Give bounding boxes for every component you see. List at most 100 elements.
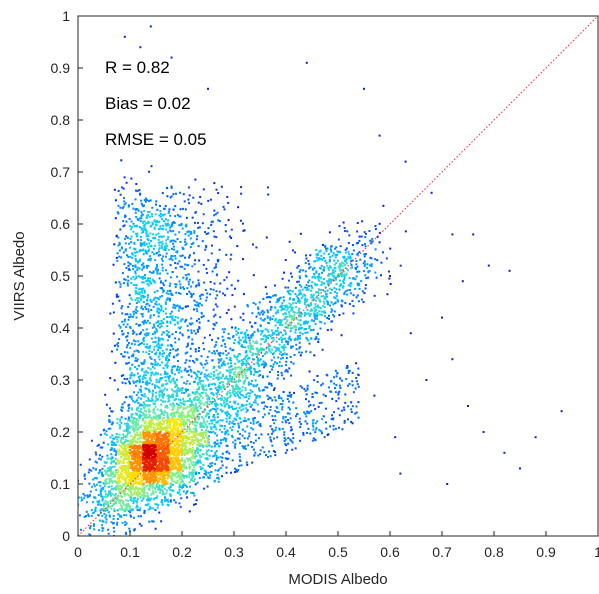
data-point bbox=[208, 410, 211, 413]
data-point bbox=[309, 254, 312, 257]
data-point bbox=[181, 227, 184, 230]
data-point bbox=[214, 213, 217, 216]
data-point bbox=[178, 476, 181, 479]
data-point bbox=[208, 375, 211, 378]
data-point bbox=[154, 417, 157, 420]
data-point bbox=[150, 399, 153, 402]
data-point bbox=[304, 328, 307, 331]
data-point bbox=[229, 426, 232, 429]
data-point bbox=[257, 410, 260, 413]
data-point bbox=[231, 459, 234, 462]
data-point bbox=[214, 400, 217, 403]
data-point bbox=[299, 232, 302, 235]
data-point bbox=[189, 414, 192, 417]
data-point bbox=[344, 290, 347, 293]
data-point bbox=[267, 330, 270, 333]
data-point bbox=[159, 373, 162, 376]
data-point bbox=[133, 251, 136, 254]
data-point bbox=[358, 270, 361, 273]
data-point bbox=[201, 379, 204, 382]
data-point bbox=[93, 477, 96, 480]
data-point bbox=[104, 470, 107, 473]
data-point bbox=[286, 305, 289, 308]
data-point bbox=[236, 410, 239, 413]
data-point bbox=[130, 228, 133, 231]
data-point bbox=[144, 200, 147, 203]
data-point bbox=[137, 340, 140, 343]
data-point bbox=[130, 499, 133, 502]
data-point bbox=[299, 439, 302, 442]
data-point bbox=[119, 420, 122, 423]
data-point bbox=[95, 453, 98, 456]
data-point bbox=[306, 384, 309, 387]
data-point bbox=[269, 318, 272, 321]
data-point bbox=[194, 427, 197, 430]
data-point bbox=[306, 286, 309, 289]
data-point bbox=[190, 231, 193, 234]
data-point bbox=[163, 493, 166, 496]
data-point bbox=[132, 268, 135, 271]
data-point bbox=[166, 297, 169, 300]
data-point bbox=[141, 312, 144, 315]
data-point bbox=[154, 223, 157, 226]
data-point bbox=[197, 409, 200, 412]
data-point bbox=[192, 428, 195, 431]
data-point bbox=[281, 277, 284, 280]
data-point bbox=[258, 389, 261, 392]
data-point bbox=[196, 381, 199, 384]
data-point bbox=[237, 206, 240, 209]
data-point bbox=[190, 471, 193, 474]
data-point bbox=[206, 401, 209, 404]
data-point bbox=[345, 378, 348, 381]
data-point bbox=[305, 257, 308, 260]
data-point bbox=[122, 332, 125, 335]
data-point bbox=[151, 251, 154, 254]
data-point bbox=[258, 369, 261, 372]
data-point bbox=[183, 482, 186, 485]
data-point bbox=[174, 240, 177, 243]
data-point bbox=[125, 362, 128, 365]
data-point bbox=[144, 387, 147, 390]
data-point bbox=[271, 318, 274, 321]
data-point bbox=[262, 416, 265, 419]
data-point bbox=[290, 361, 293, 364]
data-point bbox=[152, 233, 155, 236]
data-point bbox=[223, 437, 226, 440]
data-point bbox=[306, 410, 309, 413]
data-point bbox=[163, 370, 166, 373]
data-point bbox=[219, 371, 222, 374]
data-point bbox=[97, 503, 100, 506]
data-point bbox=[159, 415, 162, 418]
data-point bbox=[313, 354, 316, 357]
data-point bbox=[127, 503, 130, 506]
data-point bbox=[130, 395, 133, 398]
data-point bbox=[160, 280, 163, 283]
data-point bbox=[291, 249, 294, 252]
data-point bbox=[331, 397, 334, 400]
data-point bbox=[314, 317, 317, 320]
data-point bbox=[85, 515, 88, 518]
data-point bbox=[154, 213, 157, 216]
data-point bbox=[224, 345, 227, 348]
data-point bbox=[170, 257, 173, 260]
data-point bbox=[159, 210, 162, 213]
data-point bbox=[253, 363, 256, 366]
data-point bbox=[119, 193, 122, 196]
data-point bbox=[145, 334, 148, 337]
data-point bbox=[343, 419, 346, 422]
data-point bbox=[314, 284, 317, 287]
data-point bbox=[154, 497, 157, 500]
data-point bbox=[123, 318, 126, 321]
data-point bbox=[183, 462, 186, 465]
data-point bbox=[118, 501, 121, 504]
data-point bbox=[205, 359, 208, 362]
data-point bbox=[357, 367, 360, 370]
data-point bbox=[135, 275, 138, 278]
data-point bbox=[315, 249, 318, 252]
data-point bbox=[189, 246, 192, 249]
data-point bbox=[104, 479, 107, 482]
data-point bbox=[153, 403, 156, 406]
data-point bbox=[104, 516, 107, 519]
data-point bbox=[176, 304, 179, 307]
data-point bbox=[138, 293, 141, 296]
